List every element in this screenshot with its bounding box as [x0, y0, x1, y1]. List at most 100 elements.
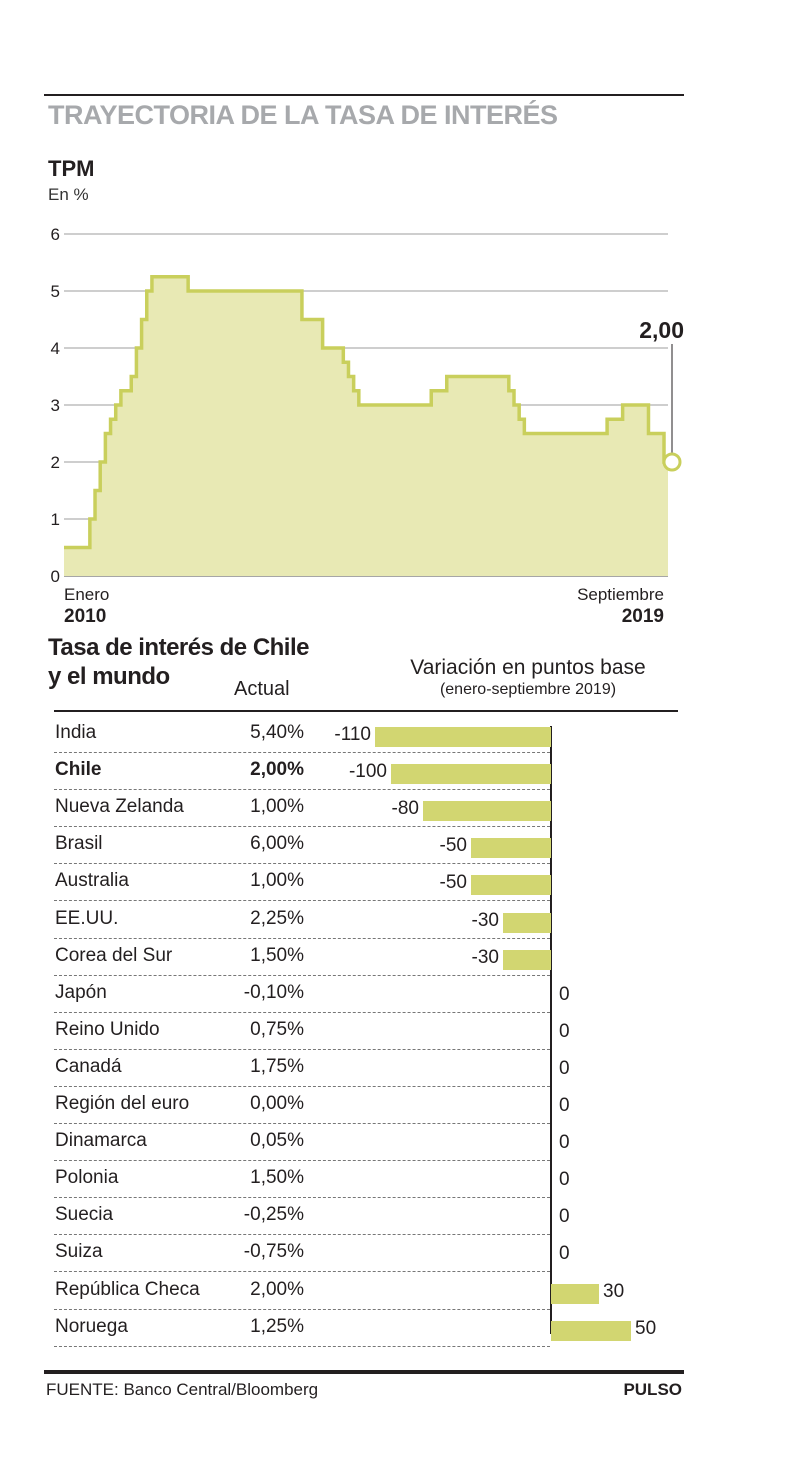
row-separator: [54, 1197, 550, 1199]
table-row: Polonia 1,50%: [54, 1161, 550, 1199]
table-title: Tasa de interés de Chile y el mundo: [48, 633, 348, 691]
table-header-rule: [54, 710, 678, 712]
variation-value: -80: [391, 798, 419, 820]
variation-value: 0: [559, 1206, 570, 1228]
table-row: Chile 2,00%: [54, 753, 550, 791]
table-row: Canadá 1,75%: [54, 1050, 550, 1087]
actual-rate: 0,05%: [250, 1130, 304, 1152]
variation-bar: [391, 764, 551, 785]
source-note: FUENTE: Banco Central/Bloomberg: [46, 1380, 319, 1399]
x-end-month: Septiembre: [577, 585, 664, 604]
x-end-year: 2019: [621, 606, 664, 627]
variation-bar: [551, 1320, 631, 1341]
country-name: Dinamarca: [55, 1130, 147, 1152]
table-row: Suiza -0,75%: [54, 1235, 550, 1273]
y-tick-label: 4: [51, 339, 60, 358]
country-name: Japón: [55, 981, 107, 1003]
bottom-rule: [44, 1370, 684, 1374]
column-header-variation: Variación en puntos base: [410, 656, 646, 679]
y-tick-labels: 0 1 2 3 4 5 6: [51, 225, 60, 586]
tpm-line: [64, 275, 668, 550]
row-separator: [54, 1308, 550, 1310]
table-row: Nueva Zelanda 1,00%: [54, 790, 550, 828]
country-name: India: [55, 722, 97, 743]
actual-rate: 1,00%: [250, 870, 304, 892]
row-separator: [54, 900, 550, 902]
y-tick-label: 3: [51, 396, 60, 415]
variation-value: 0: [559, 1132, 570, 1154]
variation-bar: [551, 1283, 599, 1304]
variation-bar: [471, 875, 551, 896]
row-separator: [54, 1085, 550, 1087]
actual-rate: 0,00%: [250, 1093, 304, 1114]
table-row: Noruega 1,25%: [54, 1310, 550, 1347]
row-separator: [54, 1345, 550, 1347]
tpm-line-chart: 0 1 2 3 4 5 6: [51, 225, 682, 586]
country-name: República Checa: [55, 1278, 200, 1300]
variation-bar: [503, 949, 551, 970]
x-start-month: Enero: [64, 585, 110, 604]
country-name: Polonia: [55, 1167, 119, 1189]
variation-bar: [423, 801, 551, 822]
table-row: República Checa 2,00%: [54, 1273, 550, 1310]
variation-value: 30: [603, 1280, 625, 1302]
country-name: EE.UU.: [55, 907, 119, 929]
country-name: Brasil: [55, 833, 103, 855]
top-rule: [44, 94, 684, 96]
row-separator: [54, 752, 550, 753]
variation-value: -100: [348, 761, 387, 783]
tpm-area: [64, 276, 668, 576]
y-tick-label: 2: [51, 453, 60, 472]
variation-value: 0: [559, 1057, 570, 1079]
chart-title: TPM: [48, 156, 95, 181]
actual-rate: 1,50%: [250, 1167, 304, 1189]
table-row: Suecia -0,25%: [54, 1198, 550, 1236]
table-row: Australia 1,00%: [54, 864, 550, 902]
y-tick-label: 5: [51, 282, 60, 301]
actual-rate: 1,50%: [250, 944, 304, 966]
row-separator: [54, 1123, 550, 1124]
variation-value: 0: [559, 1169, 570, 1191]
table-row: Dinamarca 0,05%: [54, 1124, 550, 1162]
country-name: Suecia: [55, 1204, 114, 1226]
table-row: EE.UU. 2,25%: [54, 902, 550, 939]
actual-rate: 2,00%: [250, 1278, 304, 1300]
country-name: Suiza: [55, 1241, 103, 1263]
brand-logo: PULSO: [623, 1380, 682, 1399]
table-row: Corea del Sur 1,50%: [54, 939, 550, 976]
row-separator: [54, 863, 550, 865]
y-tick-label: 1: [51, 510, 60, 529]
row-separator: [54, 1234, 550, 1236]
table-title-line1: Tasa de interés de Chile: [48, 634, 310, 661]
variation-bar: [503, 912, 551, 933]
row-separator: [54, 1160, 550, 1162]
actual-rate: 5,40%: [250, 722, 304, 743]
actual-rate: 2,00%: [250, 759, 304, 781]
variation-value: -50: [439, 835, 467, 857]
row-separator: [54, 826, 550, 828]
country-name: Reino Unido: [55, 1018, 160, 1040]
country-name: Corea del Sur: [55, 944, 173, 966]
country-name: Nueva Zelanda: [55, 796, 184, 818]
country-name: Canadá: [55, 1055, 122, 1077]
variation-value: -30: [471, 909, 499, 931]
row-separator: [54, 1271, 550, 1273]
actual-rate: 1,75%: [250, 1055, 304, 1077]
rates-table: India 5,40% -110 Chile 2,00% -100 Nueva Zeland…: [0, 716, 800, 1347]
actual-rate: 2,25%: [250, 907, 304, 929]
actual-rate: 0,75%: [250, 1018, 304, 1040]
row-separator: [54, 1011, 550, 1013]
table-row: Región del euro 0,00%: [54, 1087, 550, 1124]
variation-value: 0: [559, 1095, 570, 1116]
page-title: TRAYECTORIA DE LA TASA DE INTERÉS: [48, 100, 558, 130]
y-tick-label: 0: [51, 567, 60, 586]
actual-rate: -0,25%: [243, 1204, 304, 1226]
y-tick-label: 6: [51, 225, 60, 244]
column-header-variation-sub: (enero-septiembre 2019): [439, 681, 617, 698]
row-separator: [54, 789, 550, 791]
actual-rate: 1,00%: [250, 796, 304, 818]
actual-rate: 1,25%: [250, 1315, 304, 1337]
actual-rate: 6,00%: [250, 833, 304, 855]
variation-value: 50: [635, 1317, 657, 1339]
x-start-year: 2010: [64, 606, 107, 627]
